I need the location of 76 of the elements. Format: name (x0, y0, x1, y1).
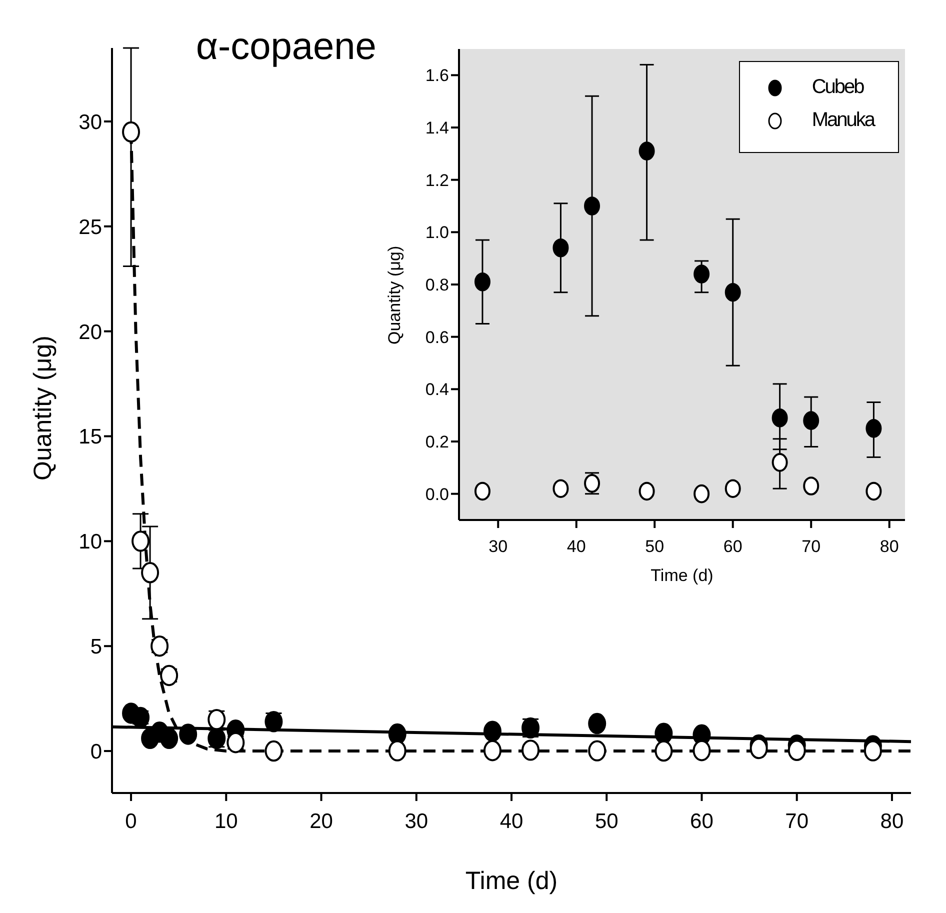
point (654, 740, 673, 762)
point (638, 142, 655, 160)
x-tick-label: 60 (690, 810, 714, 833)
y-axis-title: Quantity (μg) (385, 246, 404, 344)
point (150, 636, 169, 657)
x-axis-title: Time (d) (650, 566, 714, 585)
y-tick-label: 0 (90, 740, 102, 764)
point (122, 121, 140, 143)
point (160, 728, 178, 750)
point (474, 272, 490, 292)
point (588, 740, 606, 762)
point (132, 530, 150, 552)
point (694, 264, 710, 284)
y-tick-label: 1.4 (425, 118, 449, 138)
x-tick-label: 30 (404, 810, 428, 833)
y-tick-label: 1.6 (425, 66, 449, 86)
point (654, 722, 673, 744)
x-tick-label: 50 (594, 810, 618, 833)
y-tick-label: 20 (78, 320, 102, 344)
point (864, 740, 882, 762)
point (226, 732, 245, 754)
y-tick-label: 0.4 (425, 380, 449, 400)
legend-label: Cubeb (812, 76, 864, 99)
x-tick-label: 80 (880, 810, 904, 833)
y-tick-label: 0.6 (425, 328, 449, 347)
y-tick-label: 5 (90, 636, 102, 659)
point (584, 196, 600, 216)
point (474, 482, 490, 501)
point (264, 711, 283, 732)
y-tick-label: 0.2 (425, 432, 449, 452)
point (866, 419, 882, 438)
point (522, 740, 540, 761)
point (772, 408, 788, 428)
y-tick-label: 1.2 (425, 170, 449, 190)
x-tick-label: 30 (488, 537, 508, 556)
legend-label: Manuka (812, 109, 874, 132)
point (141, 562, 160, 584)
x-tick-label: 60 (723, 537, 742, 556)
x-tick-label: 80 (880, 537, 899, 556)
point (692, 740, 711, 762)
point (552, 238, 569, 258)
x-tick-label: 10 (214, 810, 238, 833)
y-tick-label: 15 (78, 426, 102, 449)
point (160, 664, 178, 686)
x-tick-label: 50 (645, 537, 664, 556)
y-tick-label: 0.8 (425, 276, 449, 295)
point (803, 411, 820, 430)
point (588, 712, 606, 734)
point (724, 479, 741, 498)
y-tick-label: 1.0 (425, 223, 449, 242)
y-axis-title: Quantity (μg) (28, 335, 57, 480)
x-tick-label: 0 (125, 810, 137, 833)
x-tick-label: 40 (500, 810, 524, 833)
x-tick-label: 70 (785, 810, 809, 833)
x-tick-label: 40 (566, 537, 586, 556)
x-axis-title: Time (d) (465, 867, 558, 895)
y-tick-label: 25 (78, 216, 102, 239)
point (483, 720, 502, 742)
point (552, 479, 569, 498)
point (788, 740, 806, 761)
point (750, 738, 768, 760)
point (724, 282, 741, 302)
y-tick-label: 0.0 (425, 484, 449, 504)
x-tick-label: 20 (310, 810, 333, 833)
point (388, 740, 406, 762)
point (179, 724, 198, 745)
point (264, 740, 283, 762)
point (866, 482, 882, 501)
point (483, 740, 502, 762)
point (694, 484, 710, 504)
point (638, 482, 655, 501)
y-tick-label: 30 (78, 110, 102, 134)
x-tick-label: 70 (802, 537, 821, 556)
point (772, 453, 788, 472)
annotation: α-copaene (196, 26, 376, 69)
point (803, 476, 820, 496)
